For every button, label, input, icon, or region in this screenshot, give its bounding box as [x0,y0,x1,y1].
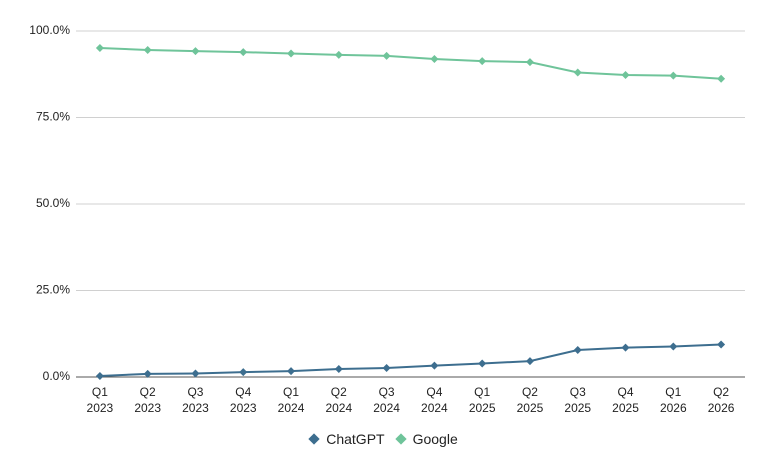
legend: ChatGPT Google [0,431,768,447]
legend-marker [394,433,407,445]
point [382,51,391,60]
point [525,58,534,67]
point [525,357,534,366]
point [287,367,296,376]
legend-label: Google [412,431,458,447]
point [573,346,582,355]
point [430,361,439,370]
point [239,48,248,57]
series-line [99,343,722,377]
legend-item: ChatGPT [308,431,385,447]
point [191,369,200,378]
x-tick-label: Q2 2026 [707,385,735,415]
y-tick-label: 100.0% [29,23,70,37]
point [717,74,726,83]
y-tick-label: 50.0% [36,196,70,210]
point [478,57,487,66]
point [382,364,391,373]
point [478,359,487,368]
x-tick-label: Q1 2025 [468,385,496,415]
point [430,55,439,64]
x-tick-label: Q4 2024 [421,385,448,415]
point [143,369,152,378]
point [573,68,582,77]
point [143,46,152,55]
point [334,50,343,59]
x-tick-label: Q4 2025 [612,385,639,415]
point [621,70,630,79]
point [621,343,630,352]
x-tick-label: Q3 2024 [373,385,400,415]
x-tick-label: Q2 2023 [134,385,162,415]
point [95,43,104,52]
x-tick-label: Q1 2024 [277,385,305,415]
legend-item: Google [394,431,458,447]
legend-label: ChatGPT [326,431,385,447]
x-tick-label: Q2 2024 [325,385,353,415]
x-tick-label: Q4 2023 [229,385,257,415]
x-tick-label: Q1 2026 [659,385,687,415]
x-tick-label: Q2 2025 [516,385,544,415]
point [669,342,678,351]
point [669,71,678,80]
legend-marker [308,433,320,445]
y-tick-label: 0.0% [43,369,71,383]
series-line [99,46,722,80]
point [334,365,343,374]
y-tick-label: 75.0% [36,110,70,124]
point [191,47,200,56]
point [717,340,726,349]
x-tick-label: Q3 2025 [564,385,592,415]
point [239,368,248,377]
point [287,49,296,58]
point [95,371,104,380]
x-tick-label: Q1 2023 [86,385,114,415]
y-tick-label: 25.0% [36,283,70,297]
x-tick-label: Q3 2023 [182,385,209,415]
